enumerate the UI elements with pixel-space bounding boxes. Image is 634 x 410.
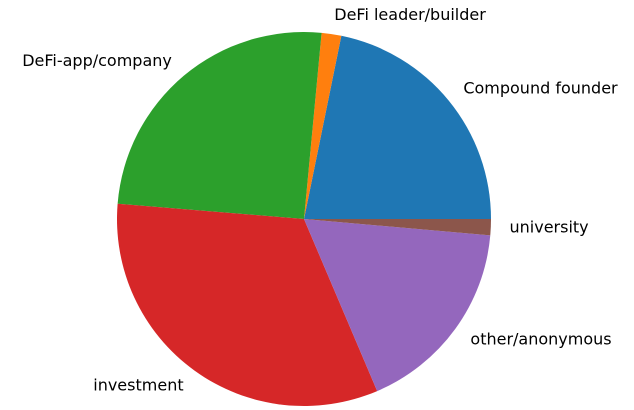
pie-slice	[304, 35, 491, 219]
pie-slice	[117, 203, 378, 407]
pie-slice	[304, 219, 491, 392]
slice-label: other/anonymous	[470, 329, 611, 348]
slice-label: DeFi-app/company	[22, 51, 172, 70]
pie-slice	[304, 219, 491, 236]
slice-label: investment	[93, 375, 183, 394]
pie-slice	[304, 32, 342, 220]
pie-slice	[117, 32, 322, 220]
slice-label: university	[510, 218, 589, 237]
slice-label: Compound founder	[463, 78, 618, 97]
slice-label: DeFi leader/builder	[334, 5, 486, 24]
